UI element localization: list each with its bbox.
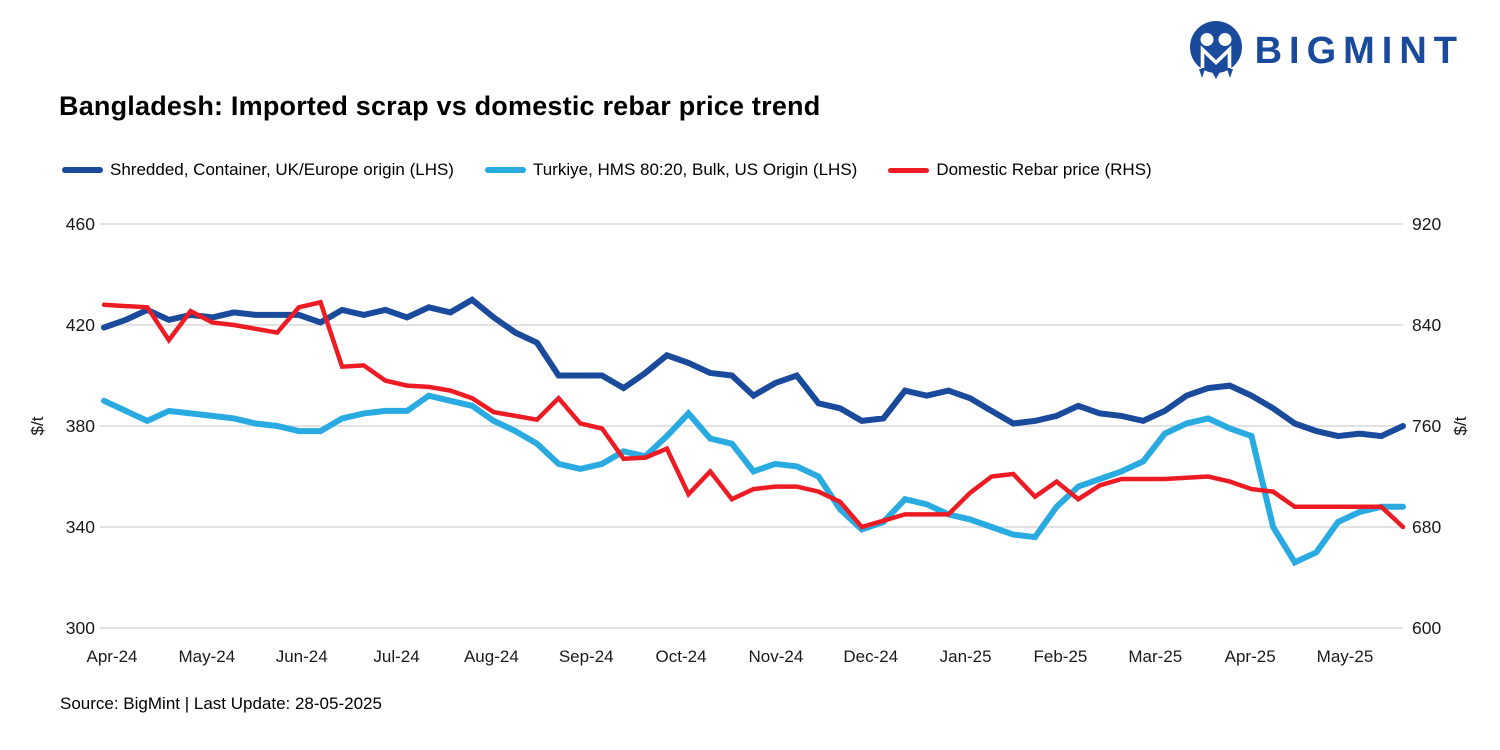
legend-swatch-turkiye: [484, 167, 526, 173]
right-axis-tick: 920: [1412, 214, 1441, 234]
legend-swatch-shredded: [62, 167, 103, 173]
legend-label-turkiye: Turkiye, HMS 80:20, Bulk, US Origin (LHS…: [532, 160, 858, 179]
bigmint-logo-icon: [1189, 21, 1242, 79]
x-axis-label: May-24: [179, 647, 236, 666]
left-axis-tick: 300: [66, 618, 95, 638]
right-axis-tick: 680: [1412, 517, 1441, 537]
x-axis-label: Oct-24: [656, 647, 707, 666]
x-axis-label: Feb-25: [1034, 647, 1088, 666]
x-axis-label: Jan-25: [940, 647, 992, 666]
x-axis-label: Sep-24: [559, 647, 614, 666]
x-axis-label: Apr-25: [1225, 647, 1276, 666]
x-axis-label: Dec-24: [843, 647, 898, 666]
legend-item-rebar: Domestic Rebar price (RHS): [888, 160, 1152, 180]
legend-label-rebar: Domestic Rebar price (RHS): [936, 160, 1152, 179]
source-note: Source: BigMint | Last Update: 28-05-202…: [60, 694, 382, 713]
right-axis-tick: 760: [1412, 416, 1441, 436]
left-axis-tick: 380: [66, 416, 95, 436]
legend-label-shredded: Shredded, Container, UK/Europe origin (L…: [110, 160, 454, 179]
series-line-shredded: [101, 296, 1406, 440]
left-axis-tick: 460: [66, 214, 95, 234]
series-line-turkiye: [101, 392, 1406, 567]
left-axis-tick: 420: [66, 315, 95, 335]
x-axis-label: Jul-24: [373, 647, 419, 666]
left-axis-unit-label: $/t: [28, 416, 47, 435]
x-axis-label: Aug-24: [464, 647, 519, 666]
x-axis-label: May-25: [1317, 647, 1374, 666]
legend-item-turkiye: Turkiye, HMS 80:20, Bulk, US Origin (LHS…: [484, 160, 858, 180]
x-axis-label: Mar-25: [1128, 647, 1182, 666]
chart-legend: Shredded, Container, UK/Europe origin (L…: [62, 160, 1152, 180]
right-axis-tick: 840: [1412, 315, 1441, 335]
brand-logo: BIGMINT: [1188, 20, 1464, 82]
legend-swatch-rebar: [888, 167, 930, 173]
right-axis-unit-label: $/t: [1451, 416, 1470, 435]
legend-item-shredded: Shredded, Container, UK/Europe origin (L…: [62, 160, 454, 180]
left-axis-tick: 340: [66, 517, 95, 537]
x-axis-label: Jun-24: [276, 647, 328, 666]
x-axis-label: Nov-24: [749, 647, 804, 666]
series-line-rebar: [101, 299, 1406, 530]
right-axis-tick: 600: [1412, 618, 1441, 638]
brand-name: BIGMINT: [1254, 30, 1464, 72]
page-title: Bangladesh: Imported scrap vs domestic r…: [59, 91, 821, 121]
x-axis-label: Apr-24: [86, 647, 137, 666]
